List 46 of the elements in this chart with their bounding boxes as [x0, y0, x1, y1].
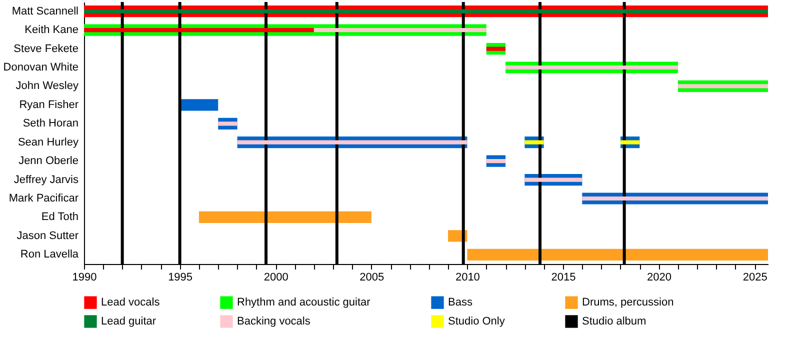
bar: [84, 9, 768, 14]
legend-label: Bass: [448, 296, 473, 309]
legend-label: Lead guitar: [101, 316, 156, 328]
bar: [524, 140, 544, 144]
x-tick-label: 2000: [264, 272, 288, 284]
x-tick-label: 1990: [72, 272, 97, 284]
y-tick-label: John Wesley: [16, 80, 79, 92]
y-tick-label: Mark Pacificar: [8, 192, 79, 204]
legend-label: Rhythm and acoustic guitar: [237, 296, 371, 309]
y-tick-label: Ed Toth: [41, 211, 78, 224]
x-tick-label: 2010: [455, 272, 480, 284]
bar: [467, 248, 768, 260]
x-tick-label: 2005: [360, 272, 384, 284]
bar: [180, 99, 218, 111]
y-tick-label: Seth Horan: [22, 118, 78, 130]
y-tick-label: Matt Scannell: [12, 5, 78, 18]
y-tick-label: Keith Kane: [24, 24, 78, 36]
y-tick-label: Jason Sutter: [16, 230, 79, 242]
bar: [678, 84, 768, 88]
legend-label: Studio Only: [448, 316, 506, 328]
x-tick-label: 2020: [647, 272, 672, 284]
legend-label: Drums, percussion: [582, 296, 674, 309]
y-tick-label: Ryan Fisher: [19, 98, 79, 111]
bar: [218, 122, 238, 126]
legend-label: Lead vocals: [101, 296, 160, 309]
bar: [506, 65, 678, 70]
x-tick-label: 2025: [742, 272, 768, 284]
y-tick-label: Donovan White: [3, 62, 78, 74]
y-tick-label: Steve Fekete: [14, 42, 78, 55]
bar: [84, 28, 314, 32]
bar: [198, 211, 372, 224]
bar: [237, 140, 468, 144]
bar: [524, 178, 582, 182]
x-tick-label: 1995: [168, 272, 193, 284]
bar: [582, 196, 768, 201]
bar: [486, 46, 506, 51]
x-tick-label: 2015: [551, 272, 576, 284]
legend-label: Backing vocals: [237, 316, 311, 328]
y-tick-label: Sean Hurley: [18, 136, 79, 148]
bar: [486, 159, 506, 164]
y-tick-label: Jeffrey Jarvis: [14, 174, 79, 186]
bar: [314, 28, 486, 32]
legend-label: Studio album: [582, 316, 646, 328]
y-tick-label: Ron Lavella: [20, 248, 80, 261]
bar: [620, 140, 640, 144]
y-tick-label: Jenn Oberle: [18, 155, 78, 168]
